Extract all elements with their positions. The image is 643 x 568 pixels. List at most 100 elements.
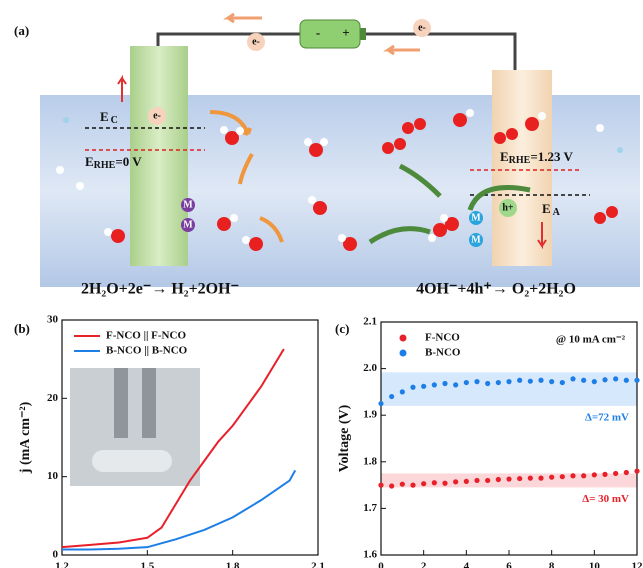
panel-label: (a)	[14, 23, 29, 38]
data-point	[389, 394, 394, 399]
data-point	[506, 379, 511, 384]
data-point	[634, 378, 639, 383]
ec-sub: C	[111, 115, 118, 126]
battery-plus: +	[342, 25, 349, 40]
data-point	[389, 483, 394, 488]
panel-label: (c)	[335, 321, 349, 336]
erhe-sub: RHE	[94, 160, 116, 171]
erhe: E	[85, 154, 94, 169]
electron-label: e-	[252, 36, 260, 47]
data-point	[517, 378, 522, 383]
data-point	[613, 376, 618, 381]
y-axis-label: Voltage (V)	[337, 404, 352, 472]
data-point	[421, 384, 426, 389]
x-tick-label: 1.2	[55, 561, 69, 568]
panel-label: (b)	[14, 321, 30, 336]
data-point	[581, 473, 586, 478]
band-label: Δ= 30 mV	[582, 493, 629, 505]
data-point	[485, 381, 490, 386]
y-tick-label: 10	[47, 470, 59, 482]
y-tick-label: 30	[47, 314, 59, 326]
data-point	[570, 473, 575, 478]
erhe-sub: RHE	[509, 155, 531, 166]
plot-frame	[381, 322, 637, 555]
figure: - + e- e- (a) e- EC ERHE=0 V M M ERHE=1.…	[0, 0, 643, 568]
data-point	[528, 476, 533, 481]
arrow	[228, 14, 262, 22]
y-tick-label: 2.1	[363, 316, 377, 328]
y-tick-label: 20	[47, 392, 59, 404]
metal-label: M	[183, 199, 193, 210]
legend-label: F-NCO || F-NCO	[106, 330, 186, 342]
x-tick-label: 4	[464, 561, 470, 568]
x-tick-label: 0	[378, 561, 384, 568]
battery	[300, 20, 360, 48]
legend-label: F-NCO	[425, 332, 460, 344]
metal-label: M	[471, 234, 481, 245]
data-point	[410, 385, 415, 390]
y-axis-label: j (mA cm⁻²)	[18, 401, 33, 474]
cathode-equation: 2H₂O+2e⁻→ H₂+2OH⁻	[81, 281, 239, 298]
x-tick-label: 10	[589, 561, 601, 568]
data-point	[528, 379, 533, 384]
legend-swatch	[400, 350, 407, 357]
x-tick-label: 6	[506, 561, 512, 568]
data-point	[549, 475, 554, 480]
electron-label: e-	[418, 22, 426, 33]
metal-label: M	[183, 219, 193, 230]
metal-label: M	[471, 212, 481, 223]
battery-minus: -	[316, 25, 320, 40]
x-tick-label: 12	[632, 561, 643, 568]
y-tick-label: 1.7	[363, 502, 377, 514]
y-tick-label: 0	[53, 549, 59, 561]
x-tick-label: 2	[421, 561, 427, 568]
data-point	[474, 478, 479, 483]
ea: E	[542, 201, 551, 216]
y-tick-label: 1.9	[363, 409, 377, 421]
x-tick-label: 2.1	[311, 561, 325, 568]
data-point	[592, 379, 597, 384]
data-point	[410, 483, 415, 488]
data-point	[453, 479, 458, 484]
data-point	[634, 469, 639, 474]
data-point	[496, 380, 501, 385]
data-point	[474, 379, 479, 384]
data-point	[464, 479, 469, 484]
erhe-value: =0 V	[115, 154, 142, 169]
y-tick-label: 1.8	[363, 455, 377, 467]
data-point	[453, 382, 458, 387]
legend-swatch	[400, 335, 407, 342]
data-point	[432, 480, 437, 485]
data-point	[421, 481, 426, 486]
x-tick-label: 8	[549, 561, 555, 568]
annotation: @ 10 mA cm⁻²	[556, 334, 626, 346]
battery-cap	[360, 28, 366, 40]
data-point	[549, 379, 554, 384]
data-point	[624, 378, 629, 383]
anode-equation: 4OH⁻+4h⁺→ O₂+2H₂O	[416, 281, 576, 298]
x-tick-label: 1.5	[140, 561, 154, 568]
arrow	[388, 46, 420, 54]
data-point	[560, 474, 565, 479]
data-point	[506, 476, 511, 481]
data-point	[602, 377, 607, 382]
data-point	[378, 401, 383, 406]
data-point	[378, 483, 383, 488]
ec: E	[100, 109, 109, 124]
ea-sub: A	[553, 207, 561, 218]
data-point	[592, 472, 597, 477]
data-point	[400, 389, 405, 394]
data-point	[613, 471, 618, 476]
data-point	[442, 481, 447, 486]
electron-label: e-	[153, 110, 161, 121]
data-point	[485, 478, 490, 483]
data-point	[400, 482, 405, 487]
data-point	[624, 470, 629, 475]
erhe: E	[500, 149, 509, 164]
band	[381, 372, 637, 406]
data-point	[538, 476, 543, 481]
inset-photo-detail	[92, 450, 172, 472]
data-point	[442, 381, 447, 386]
data-point	[464, 380, 469, 385]
